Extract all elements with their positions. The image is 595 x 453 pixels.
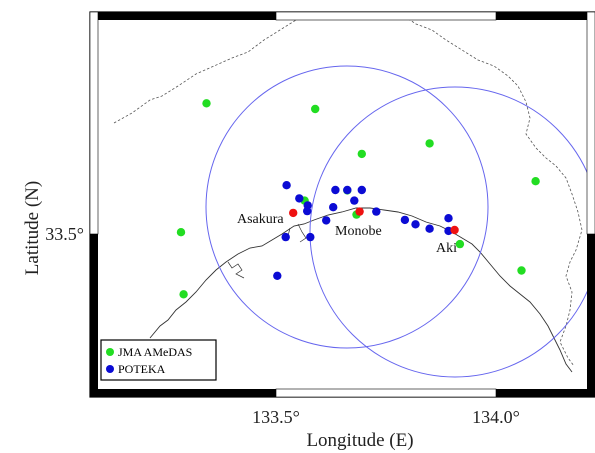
- radar-site-3: [450, 225, 459, 235]
- poteka-station-11: [372, 207, 381, 216]
- poteka-station-12: [281, 232, 290, 242]
- radar-sites: [289, 207, 459, 235]
- poteka-station-9: [303, 206, 312, 216]
- y-tick-label-33-5: 33.5°: [45, 224, 84, 244]
- poteka-station-5: [343, 185, 352, 195]
- amedas-station-2: [311, 104, 320, 114]
- legend-label-poteka: POTEKA: [118, 362, 166, 376]
- amedas-station-1: [202, 99, 211, 108]
- radar-range-circle-monobe: [205, 65, 489, 349]
- poteka-station-1: [282, 181, 291, 190]
- y-axis-title: Latitude (N): [22, 181, 43, 275]
- poteka-station-2: [295, 194, 304, 203]
- amedas-station-8: [176, 228, 186, 237]
- amedas-station-4: [425, 139, 434, 148]
- map-frame: [89, 11, 595, 398]
- poteka-station-15: [411, 220, 420, 229]
- poteka-station-6: [357, 185, 366, 195]
- amedas-station-10: [531, 177, 540, 186]
- label-asakura: Asakura: [237, 212, 284, 227]
- label-monobe: Monobe: [335, 224, 382, 239]
- prefecture-boundary: [113, 12, 583, 367]
- poteka-station-7: [350, 196, 359, 205]
- legend-label-amedas: JMA AMeDAS: [118, 345, 192, 359]
- poteka-station-16: [425, 224, 434, 233]
- poteka-station-14: [400, 215, 410, 225]
- plot-area: [89, 11, 595, 398]
- amedas-station-9: [455, 239, 465, 249]
- x-tick-label-133-5: 133.5°: [252, 407, 300, 427]
- poteka-station-8: [329, 203, 338, 212]
- poteka-stations: [273, 181, 453, 280]
- amedas-station-12: [179, 290, 188, 299]
- x-axis-title: Longitude (E): [306, 430, 413, 451]
- poteka-station-13: [306, 232, 315, 242]
- poteka-station-19: [273, 271, 282, 280]
- poteka-station-17: [444, 214, 453, 223]
- x-tick-label-134-0: 134.0°: [472, 407, 520, 427]
- amedas-station-3: [357, 149, 366, 159]
- poteka-station-10: [322, 216, 331, 225]
- legend: JMA AMeDAS POTEKA: [100, 339, 217, 381]
- poteka-station-4: [331, 185, 340, 195]
- amedas-station-11: [517, 266, 526, 275]
- radar-site-2: [355, 207, 364, 216]
- label-aki: Aki: [436, 241, 457, 256]
- legend-marker-poteka: [106, 365, 114, 373]
- radar-site-1: [289, 208, 298, 218]
- coastline: [149, 207, 573, 373]
- legend-marker-amedas: [106, 348, 114, 356]
- radar-range-circle-aki: [309, 86, 595, 378]
